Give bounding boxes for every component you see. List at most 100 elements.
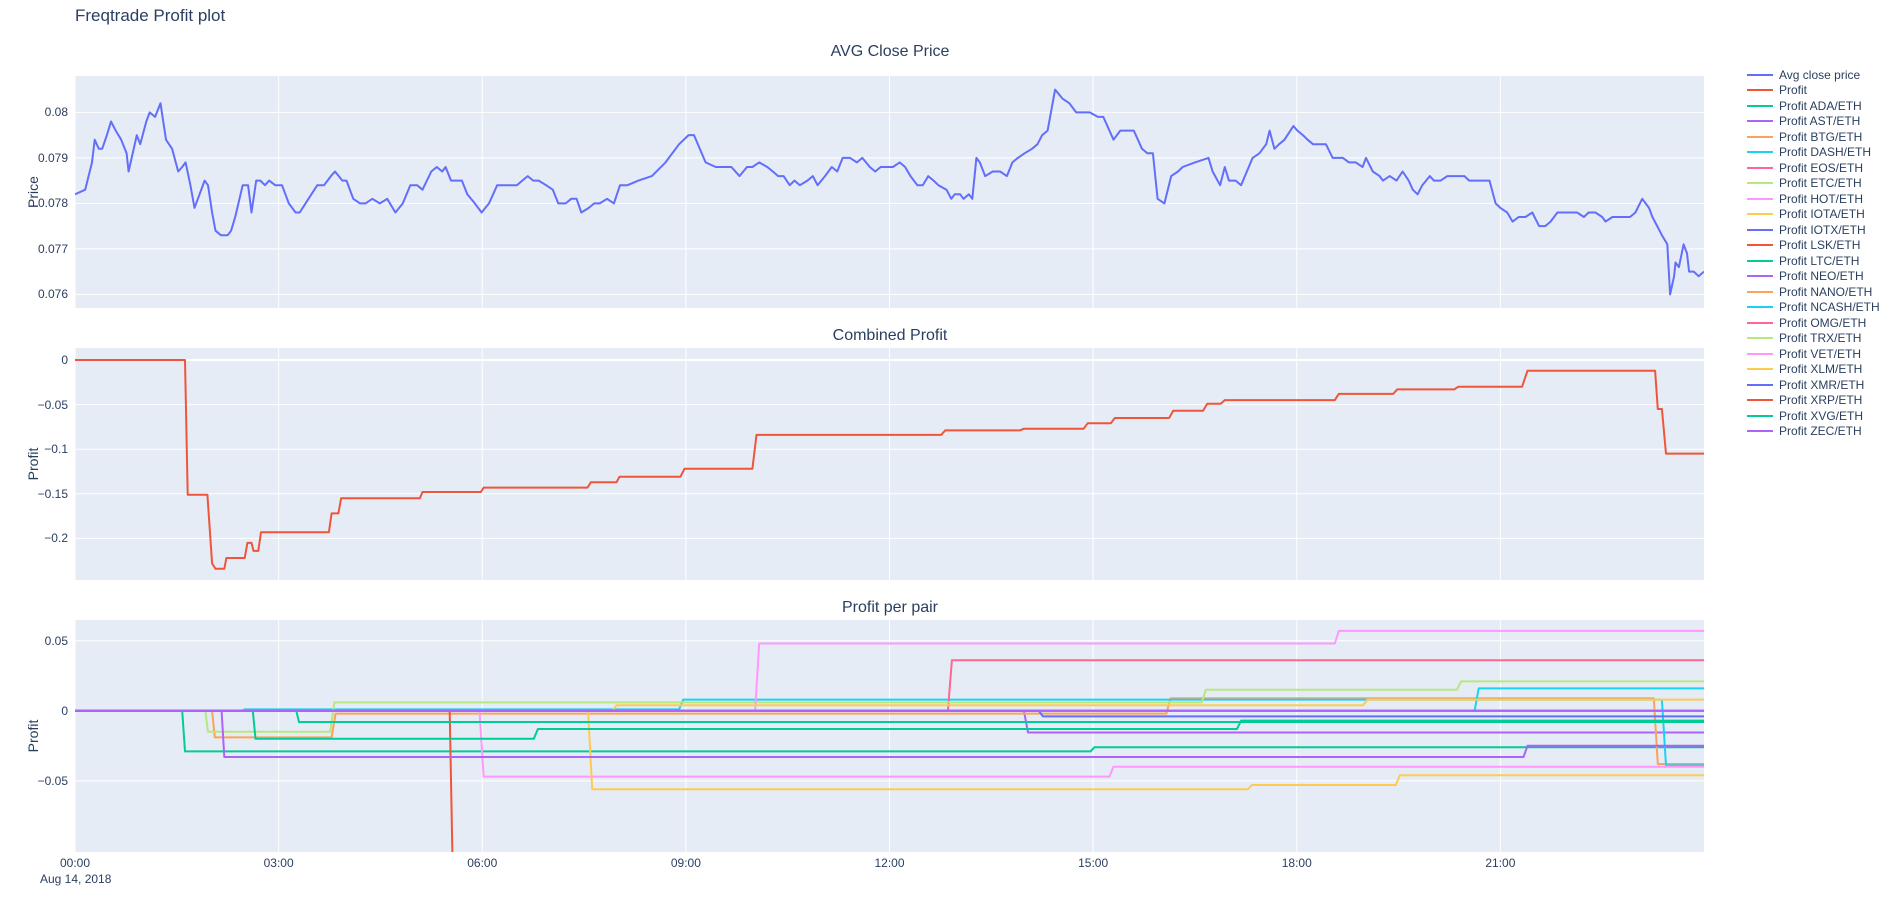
y-tick-label: −0.2 — [44, 531, 68, 546]
legend-label: Profit ETC/ETH — [1779, 176, 1862, 191]
x-tick-label: 09:00 — [670, 856, 701, 870]
legend-label: Profit EOS/ETH — [1779, 160, 1864, 175]
legend-item[interactable]: Profit IOTA/ETH — [1747, 207, 1880, 223]
legend-line-swatch — [1747, 321, 1773, 324]
legend-item[interactable]: Profit NANO/ETH — [1747, 284, 1880, 300]
legend-label: Profit LTC/ETH — [1779, 253, 1860, 268]
y-tick-label: 0.05 — [44, 633, 68, 648]
legend-item[interactable]: Profit LSK/ETH — [1747, 238, 1880, 254]
legend-label: Avg close price — [1779, 67, 1861, 82]
xaxis-date-label: Aug 14, 2018 — [40, 872, 112, 886]
legend-line-swatch — [1747, 213, 1773, 216]
legend-line-swatch — [1747, 275, 1773, 278]
subplot-title-combined-profit: Combined Profit — [832, 327, 948, 344]
legend-line-swatch — [1747, 151, 1773, 154]
legend-line-swatch — [1747, 414, 1773, 417]
legend-label: Profit ADA/ETH — [1779, 98, 1862, 113]
x-tick-label: 21:00 — [1485, 856, 1516, 870]
legend-item[interactable]: Profit BTG/ETH — [1747, 129, 1880, 145]
legend-line-swatch — [1747, 306, 1773, 309]
legend-label: Profit AST/ETH — [1779, 114, 1861, 129]
legend-line-swatch — [1747, 337, 1773, 340]
legend-label: Profit ZEC/ETH — [1779, 424, 1862, 439]
x-tick-label: 00:00 — [59, 856, 91, 870]
legend-label: Profit — [1779, 83, 1808, 98]
legend-item[interactable]: Profit XMR/ETH — [1747, 377, 1880, 393]
legend-item[interactable]: Profit IOTX/ETH — [1747, 222, 1880, 238]
x-tick-label: 03:00 — [263, 856, 294, 870]
figure-title: Freqtrade Profit plot — [75, 6, 226, 25]
legend-item[interactable]: Profit AST/ETH — [1747, 114, 1880, 130]
legend-item[interactable]: Profit — [1747, 83, 1880, 99]
legend-item[interactable]: Profit NCASH/ETH — [1747, 300, 1880, 316]
legend-label: Profit HOT/ETH — [1779, 191, 1864, 206]
legend-label: Profit XLM/ETH — [1779, 362, 1863, 377]
y-tick-label: −0.05 — [37, 397, 68, 412]
legend-label: Profit XVG/ETH — [1779, 408, 1864, 423]
legend-line-swatch — [1747, 135, 1773, 138]
legend-item[interactable]: Profit EOS/ETH — [1747, 160, 1880, 176]
y-tick-label: −0.05 — [37, 773, 68, 788]
subplot-title-profit-per-pair: Profit per pair — [841, 599, 939, 616]
series-profit[interactable] — [75, 359, 1704, 570]
legend-line-swatch — [1747, 290, 1773, 293]
legend-label: Profit OMG/ETH — [1779, 315, 1867, 330]
y-tick-label: 0.076 — [37, 287, 68, 302]
legend-line-swatch — [1747, 120, 1773, 123]
legend-item[interactable]: Profit XLM/ETH — [1747, 362, 1880, 378]
y-tick-label: 0 — [61, 703, 68, 718]
series-profit-etc-eth[interactable] — [75, 680, 1704, 733]
legend-item[interactable]: Profit OMG/ETH — [1747, 315, 1880, 331]
legend-item[interactable]: Profit DASH/ETH — [1747, 145, 1880, 161]
y-tick-label: 0.078 — [37, 196, 68, 211]
legend-item[interactable]: Profit TRX/ETH — [1747, 331, 1880, 347]
legend-item[interactable]: Profit XRP/ETH — [1747, 393, 1880, 409]
legend-line-swatch — [1747, 166, 1773, 169]
legend: Avg close price Profit Profit ADA/ETH Profi… — [1747, 67, 1880, 439]
legend-item[interactable]: Profit XVG/ETH — [1747, 408, 1880, 424]
legend-label: Profit XRP/ETH — [1779, 393, 1863, 408]
series-profit-btg-eth[interactable] — [75, 697, 1704, 765]
legend-label: Profit XMR/ETH — [1779, 377, 1865, 392]
series-profit-iota-eth[interactable] — [75, 709, 1704, 791]
y-tick-label: 0.079 — [37, 150, 68, 165]
legend-label: Profit IOTX/ETH — [1779, 222, 1866, 237]
legend-line-swatch — [1747, 259, 1773, 262]
legend-item[interactable]: Profit ZEC/ETH — [1747, 424, 1880, 440]
legend-item[interactable]: Profit ADA/ETH — [1747, 98, 1880, 114]
legend-label: Profit DASH/ETH — [1779, 145, 1872, 160]
legend-label: Profit TRX/ETH — [1779, 331, 1862, 346]
y-tick-label: −0.1 — [44, 442, 68, 457]
legend-label: Profit BTG/ETH — [1779, 129, 1863, 144]
y-tick-label: 0.077 — [37, 241, 68, 256]
legend-line-swatch — [1747, 104, 1773, 107]
legend-label: Profit NCASH/ETH — [1779, 300, 1880, 315]
x-tick-label: 06:00 — [467, 856, 498, 870]
legend-item[interactable]: Profit HOT/ETH — [1747, 191, 1880, 207]
series-avg-close-price[interactable] — [75, 88, 1704, 296]
y-tick-label: 0 — [61, 352, 68, 367]
x-tick-label: 18:00 — [1281, 856, 1312, 870]
legend-line-swatch — [1747, 352, 1773, 355]
legend-item[interactable]: Profit LTC/ETH — [1747, 253, 1880, 269]
legend-item[interactable]: Profit ETC/ETH — [1747, 176, 1880, 192]
legend-label: Profit LSK/ETH — [1779, 238, 1861, 253]
legend-line-swatch — [1747, 73, 1773, 76]
legend-line-swatch — [1747, 383, 1773, 386]
legend-item[interactable]: Profit VET/ETH — [1747, 346, 1880, 362]
y-tick-label: 0.08 — [44, 105, 68, 120]
legend-line-swatch — [1747, 197, 1773, 200]
legend-item[interactable]: Avg close price — [1747, 67, 1880, 83]
x-tick-label: 12:00 — [874, 856, 905, 870]
y-tick-label: −0.15 — [37, 486, 68, 501]
legend-label: Profit NANO/ETH — [1779, 284, 1873, 299]
legend-line-swatch — [1747, 228, 1773, 231]
legend-line-swatch — [1747, 368, 1773, 371]
legend-item[interactable]: Profit NEO/ETH — [1747, 269, 1880, 285]
legend-line-swatch — [1747, 244, 1773, 247]
legend-label: Profit IOTA/ETH — [1779, 207, 1865, 222]
x-tick-label: 15:00 — [1078, 856, 1109, 870]
legend-line-swatch — [1747, 399, 1773, 402]
